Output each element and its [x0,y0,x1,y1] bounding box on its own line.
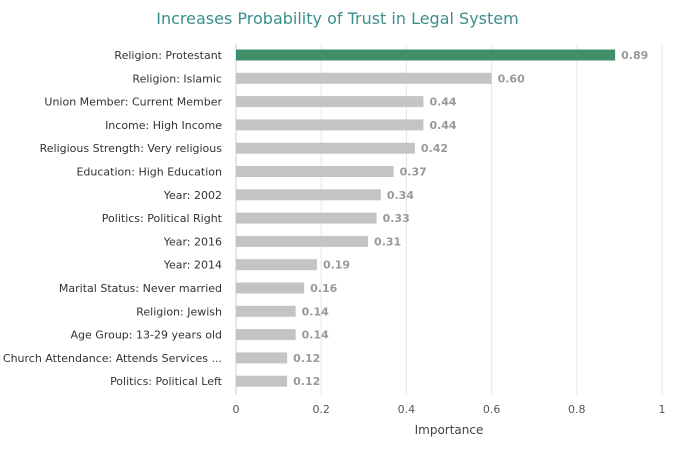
category-label: Religion: Protestant [114,49,222,62]
x-tick-label: 0.2 [312,403,330,416]
value-label: 0.14 [302,329,329,342]
bar[interactable] [236,49,616,61]
bar[interactable] [236,375,288,387]
value-label: 0.37 [400,166,427,179]
category-label: Education: High Education [76,166,222,179]
bar[interactable] [236,166,394,177]
category-label: Income: High Income [105,119,222,132]
x-tick-label: 0.6 [483,403,501,416]
x-tick-label: 0.8 [568,403,586,416]
bar[interactable] [236,305,296,317]
x-tick-label: 0 [233,403,240,416]
category-label: Age Group: 13-29 years old [71,329,222,342]
value-labels: 0.89 0.60 0.44 0.44 0.42 0.37 0.34 0.33 0.31 0.19… [293,49,648,388]
category-label: Religion: Jewish [136,305,222,318]
category-label: Union Member: Current Member [44,96,222,109]
value-label: 0.60 [498,72,525,85]
value-label: 0.12 [293,375,320,388]
category-label: Politics: Political Left [110,375,223,388]
value-label: 0.34 [387,189,414,202]
x-axis-ticks: 0 0.2 0.4 0.6 0.8 1 [233,403,666,416]
bar[interactable] [236,212,377,224]
x-tick-label: 0.4 [398,403,416,416]
value-label: 0.16 [310,282,337,295]
bar[interactable] [236,72,492,84]
category-label: Politics: Political Right [102,212,223,225]
value-label: 0.31 [374,235,401,248]
category-label: Year: 2016 [163,235,222,248]
value-label: 0.12 [293,352,320,365]
category-label: Religion: Islamic [132,72,222,85]
bar[interactable] [236,235,369,247]
value-label: 0.33 [383,212,410,225]
value-label: 0.89 [621,49,648,62]
bar[interactable] [236,329,296,341]
chart-title: Increases Probability of Trust in Legal … [156,9,519,28]
bar[interactable] [236,282,305,294]
category-labels: Religion: Protestant Religion: Islamic Uni… [3,49,223,388]
category-label: Religious Strength: Very religious [40,142,223,155]
bar[interactable] [236,142,415,154]
category-label: Year: 2014 [163,259,222,272]
value-label: 0.42 [421,142,448,155]
bar[interactable] [236,259,317,271]
category-label: Church Attendance: Attends Services ... [3,352,222,365]
bar[interactable] [236,96,424,108]
x-axis-label: Importance [415,423,484,437]
value-label: 0.14 [302,305,329,318]
value-label: 0.19 [323,259,350,272]
category-label: Marital Status: Never married [59,282,222,295]
bar[interactable] [236,119,424,131]
value-label: 0.44 [429,119,456,132]
category-label: Year: 2002 [163,189,222,202]
x-tick-label: 1 [659,403,666,416]
value-label: 0.44 [429,96,456,109]
bars [236,49,616,387]
bar[interactable] [236,352,288,364]
bar[interactable] [236,189,381,201]
